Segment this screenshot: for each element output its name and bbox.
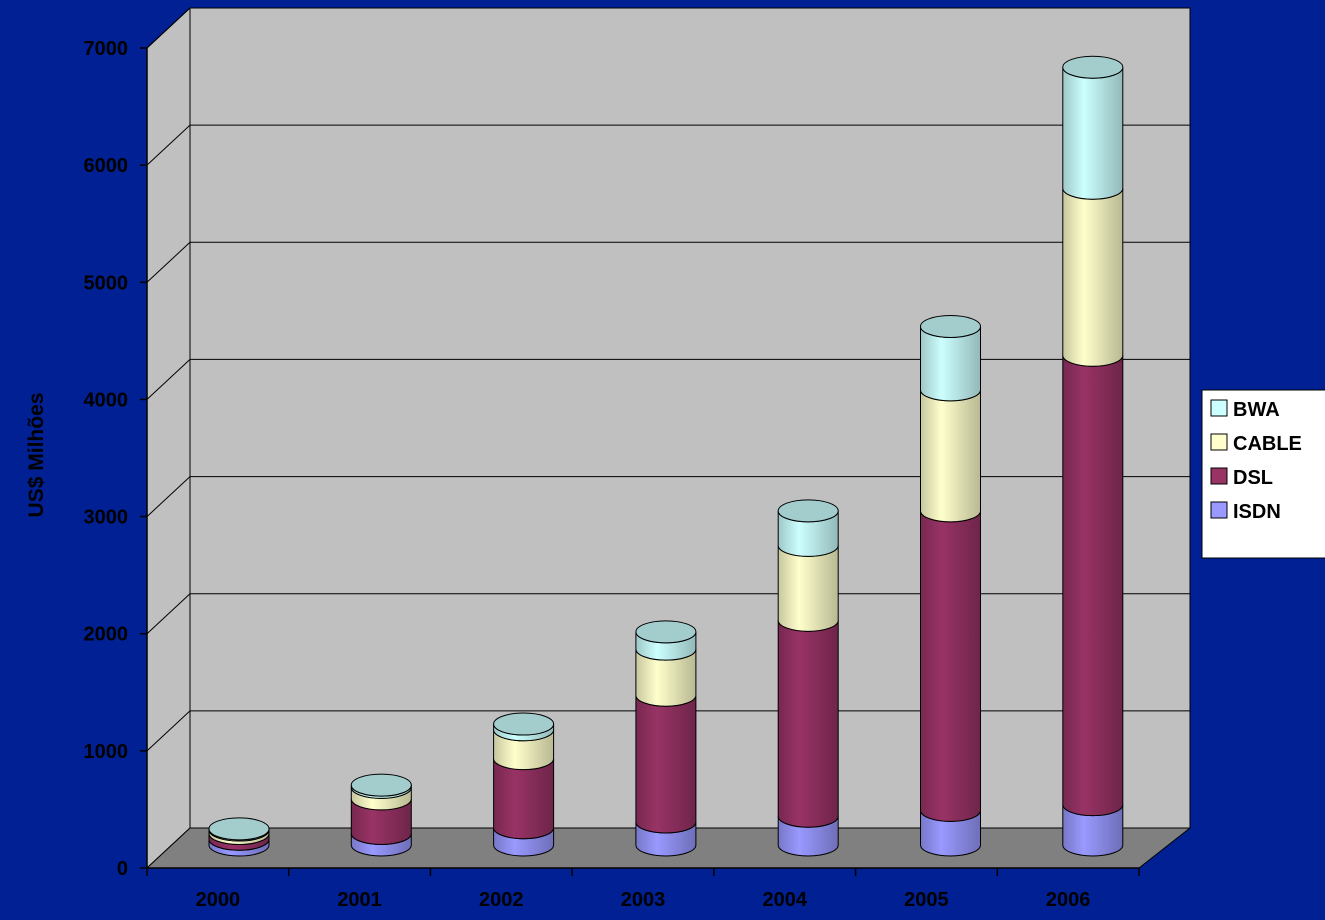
legend-label-cable: CABLE	[1233, 433, 1302, 455]
gridline-side	[146, 593, 191, 635]
bar-top-2004	[777, 499, 839, 523]
bar-top-2002	[493, 712, 555, 736]
x-tick-label: 2002	[479, 889, 524, 911]
y-tick-labels: 0 1000 2000 3000 4000 5000 6000 7000	[84, 38, 129, 880]
bar-DSL-2005	[920, 510, 981, 822]
x-tick-label: 2003	[621, 889, 666, 911]
bar-CABLE-2006	[1062, 188, 1124, 367]
bar-top-2001	[350, 773, 412, 797]
y-tick-label: 2000	[84, 624, 129, 646]
y-tick-label: 1000	[84, 741, 129, 763]
bar-BWA-2006	[1062, 67, 1124, 200]
bar-CABLE-2004	[777, 545, 839, 632]
x-tick-label: 2005	[904, 889, 949, 911]
y-tick-label: 5000	[84, 272, 129, 294]
y-tick-label: 6000	[84, 155, 129, 177]
bar-stack-2002	[493, 712, 555, 857]
bar-stack-2005	[920, 314, 981, 857]
legend-swatch-dsl	[1210, 467, 1228, 485]
legend-swatch-cable	[1210, 433, 1228, 451]
bar-stack-2000	[208, 817, 270, 857]
y-axis-title: US$ Milhões	[25, 393, 48, 518]
bar-stack-2004	[777, 499, 839, 857]
bar-CABLE-2005	[920, 389, 981, 523]
bar-stack-2003	[635, 620, 697, 857]
bar-DSL-2003	[635, 695, 697, 834]
legend-label-isdn: ISDN	[1233, 501, 1281, 523]
x-tick-label: 2004	[762, 889, 807, 911]
legend: BWA CABLE DSL ISDN	[1201, 389, 1325, 559]
legend-swatch-bwa	[1210, 399, 1228, 417]
x-tick-label: 2001	[337, 889, 382, 911]
bar-top-2000	[208, 817, 270, 841]
gridline-side	[146, 359, 191, 400]
legend-label-dsl: DSL	[1233, 467, 1273, 489]
bar-top-2005	[920, 314, 981, 338]
gridline-side	[146, 476, 191, 517]
y-tick-label: 7000	[84, 38, 129, 60]
bar-DSL-2006	[1062, 355, 1124, 817]
bar-top-2006	[1062, 55, 1124, 79]
bar-DSL-2004	[777, 620, 839, 828]
bar-DSL-2002	[493, 758, 555, 840]
y-tick-label: 0	[117, 858, 128, 880]
side-wall	[146, 6, 191, 870]
gridline-side	[146, 241, 191, 283]
legend-swatch-isdn	[1210, 501, 1228, 519]
legend-label-bwa: BWA	[1233, 399, 1280, 421]
bar-stack-2006	[1062, 55, 1124, 857]
x-tick-label: 2000	[196, 889, 241, 911]
gridline-side	[146, 7, 191, 49]
bars	[208, 55, 1124, 857]
x-tick-label: 2006	[1046, 889, 1091, 911]
gridline-side	[146, 124, 191, 166]
y-tick-label: 4000	[84, 389, 129, 411]
bar-stack-2001	[350, 773, 412, 857]
y-tick-label: 3000	[84, 507, 129, 529]
x-tick-labels: 2000 2001 2002 2003 2004 2005 2006	[196, 889, 1091, 911]
bar-top-2003	[635, 620, 697, 644]
tick-marks	[140, 47, 1140, 876]
gridlines	[146, 7, 1190, 752]
gridline-side	[146, 710, 191, 752]
